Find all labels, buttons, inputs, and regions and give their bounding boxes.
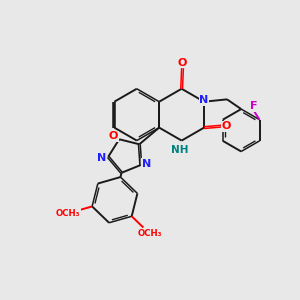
Text: NH: NH: [171, 145, 189, 155]
Text: O: O: [222, 121, 231, 131]
Text: O: O: [178, 58, 187, 68]
Text: F: F: [250, 101, 258, 111]
Text: N: N: [142, 158, 151, 169]
Text: OCH₃: OCH₃: [56, 209, 80, 218]
Text: O: O: [109, 131, 118, 141]
Text: OCH₃: OCH₃: [137, 229, 162, 238]
Text: N: N: [97, 153, 106, 163]
Text: N: N: [200, 95, 209, 105]
